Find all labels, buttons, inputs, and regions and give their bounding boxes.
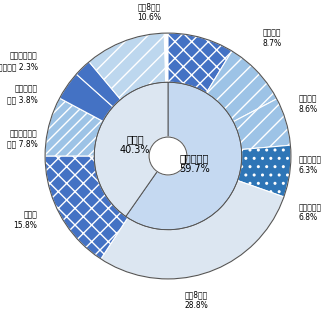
- Text: 重化学工業
59.7%: 重化学工業 59.7%: [179, 153, 210, 174]
- Wedge shape: [101, 181, 284, 279]
- Wedge shape: [59, 74, 113, 121]
- Text: 軽工業
40.3%: 軽工業 40.3%: [120, 134, 150, 155]
- Text: バルブ・紙・
紙加工品 2.3%: バルブ・紙・ 紙加工品 2.3%: [0, 52, 38, 71]
- Text: はん用機械
6.3%: はん用機械 6.3%: [298, 156, 322, 175]
- Wedge shape: [206, 51, 277, 122]
- Wedge shape: [89, 33, 166, 100]
- Wedge shape: [233, 99, 290, 149]
- Wedge shape: [168, 33, 232, 93]
- Wedge shape: [126, 82, 242, 230]
- Text: 食料品
15.8%: 食料品 15.8%: [14, 211, 38, 230]
- Wedge shape: [76, 62, 121, 107]
- Text: 他の8業種
28.8%: 他の8業種 28.8%: [184, 290, 208, 310]
- Text: プラスチック
製品 7.8%: プラスチック 製品 7.8%: [7, 129, 38, 149]
- Text: 電気機械
8.6%: 電気機械 8.6%: [298, 94, 318, 114]
- Text: 他の8業種
10.6%: 他の8業種 10.6%: [137, 2, 161, 22]
- Circle shape: [149, 137, 187, 175]
- Text: 生産用機械
6.8%: 生産用機械 6.8%: [298, 203, 322, 222]
- Text: 窯業・土石
製品 3.8%: 窯業・土石 製品 3.8%: [7, 85, 38, 104]
- Wedge shape: [94, 82, 168, 217]
- Wedge shape: [45, 98, 103, 156]
- Text: 金属製品
8.7%: 金属製品 8.7%: [262, 28, 282, 47]
- Wedge shape: [45, 156, 128, 259]
- Wedge shape: [238, 145, 291, 197]
